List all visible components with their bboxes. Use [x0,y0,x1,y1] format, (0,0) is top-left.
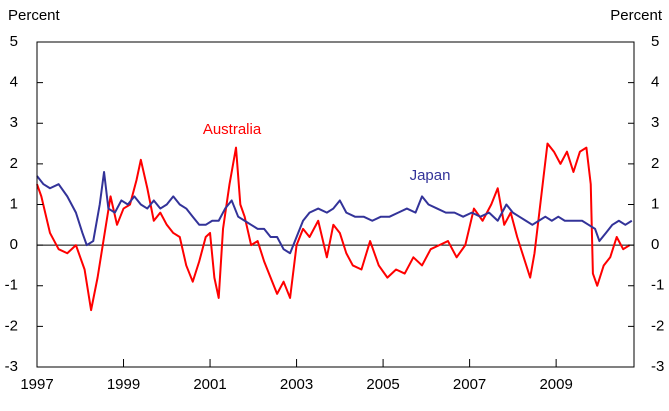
y-tick-label: 4 [10,74,18,91]
x-tick-label: 1999 [107,376,140,393]
y-axis-label: Percent [8,7,61,24]
x-tick-label: 2003 [280,376,313,393]
y2-tick-label: 5 [651,33,659,50]
x-tick-label: 2001 [193,376,226,393]
y2-axis-label: Percent [610,7,663,24]
y-tick-label: 2 [10,155,18,172]
x-tick-label: 2005 [366,376,399,393]
y-tick-label: 1 [10,195,18,212]
y-tick-label: -1 [5,277,18,294]
line [36,142,631,312]
y2-tick-label: 3 [651,114,659,131]
y2-tick-label: 0 [651,236,659,253]
y2-tick-label: 1 [651,195,659,212]
x-tick-label: 2007 [453,376,486,393]
y-tick-label: -3 [5,358,18,375]
x-tick-label: 1997 [20,376,53,393]
x-tick-label: 2009 [539,376,572,393]
y-tick-label: -2 [5,317,18,334]
annotation: Japan [410,167,451,184]
line [36,171,633,255]
y-tick-label: 3 [10,114,18,131]
y2-tick-label: -2 [651,317,664,334]
y2-tick-label: -3 [651,358,664,375]
annotation: Australia [203,121,262,138]
y2-tick-label: -1 [651,277,664,294]
y-tick-label: 0 [10,236,18,253]
y-tick-label: 5 [10,33,18,50]
y2-tick-label: 2 [651,155,659,172]
y2-tick-label: 4 [651,74,659,91]
